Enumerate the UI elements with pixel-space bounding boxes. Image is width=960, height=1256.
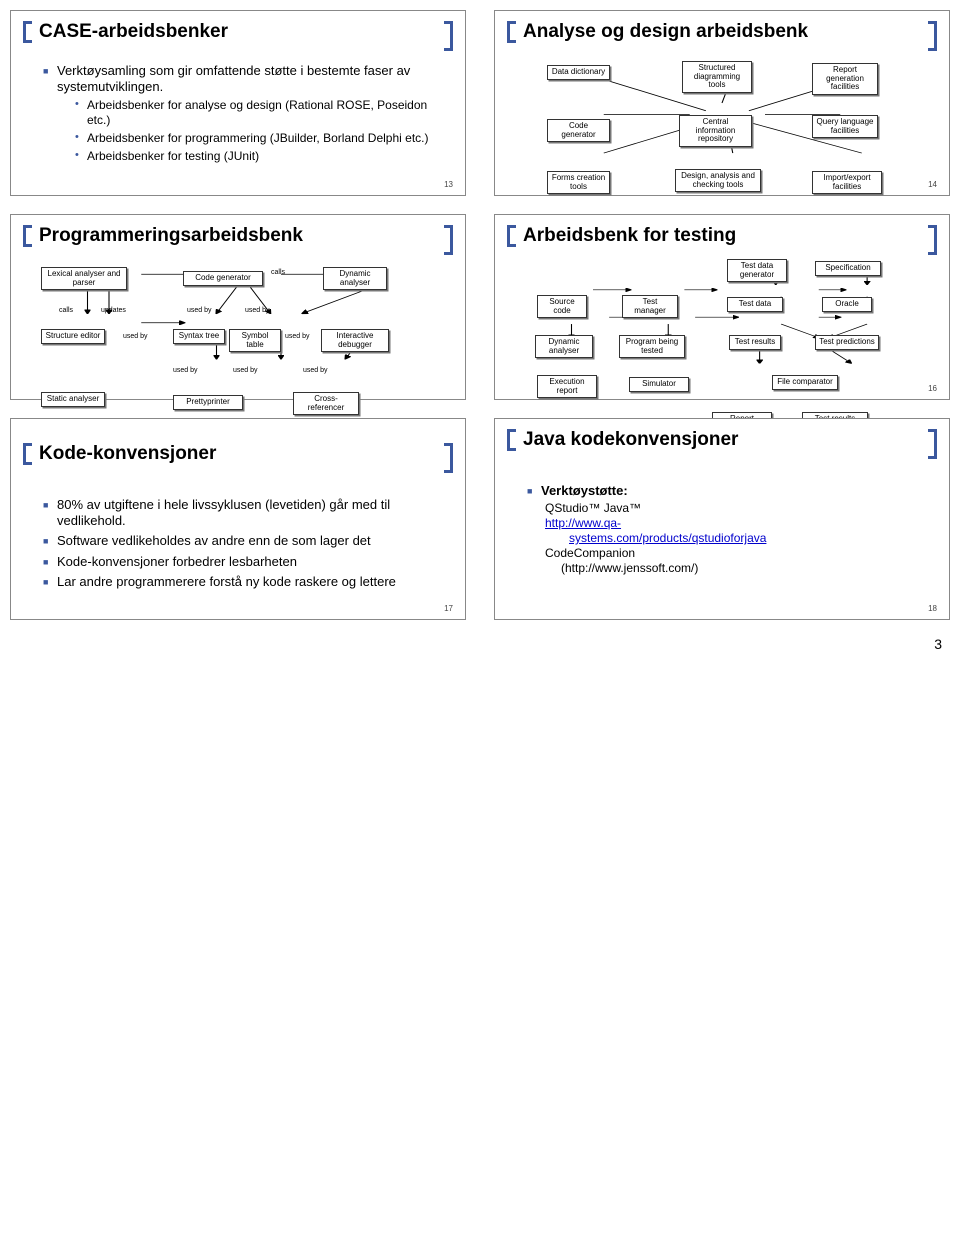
diagram-box: Dynamic analyser <box>323 267 387 291</box>
diagram-box: Structure editor <box>41 329 105 344</box>
diagram-box: Test data <box>727 297 783 312</box>
diagram-box: Source code <box>537 295 587 319</box>
bracket-right-icon <box>927 19 937 53</box>
slide-14: Analyse og design arbeidsbenk Data dicti… <box>494 10 950 196</box>
diagram-box: Query language facilities <box>812 115 878 139</box>
bullet-list: Verktøysamling som gir omfattende støtte… <box>23 59 453 169</box>
bullet-text: Verktøysamling som gir omfattende støtte… <box>57 63 410 94</box>
slide-title: Programmeringsarbeidsbenk <box>39 223 303 249</box>
diagram-box: Program being tested <box>619 335 685 359</box>
bullet-list: 80% av utgiftene i hele livssyklusen (le… <box>23 493 453 594</box>
slide-17: Kode-konvensjoner 80% av utgiftene i hel… <box>10 418 466 620</box>
slide-title: Analyse og design arbeidsbenk <box>523 19 808 45</box>
diagram-box: Static analyser <box>41 392 105 407</box>
tool-line: (http://www.jenssoft.com/) <box>545 561 937 576</box>
diagram-box: Syntax tree <box>173 329 225 344</box>
list-item: Software vedlikeholdes av andre enn de s… <box>43 533 453 549</box>
edge-label: updates <box>101 307 126 314</box>
diagram-programming: Lexical analyser and parser Code generat… <box>23 257 453 393</box>
diagram-box: Test data generator <box>727 259 787 283</box>
slide-number: 13 <box>23 176 453 189</box>
bullet-text: Verktøystøtte: <box>541 483 628 498</box>
edge-label: used by <box>303 367 328 374</box>
bracket-left-icon <box>507 427 517 453</box>
bracket-right-icon <box>443 19 453 53</box>
diagram-analyse: Data dictionary Structured diagramming t… <box>507 53 937 176</box>
diagram-box: Oracle <box>822 297 872 312</box>
slide-18: Java kodekonvensjoner Verktøystøtte: QSt… <box>494 418 950 620</box>
edge-label: used by <box>233 367 258 374</box>
bracket-left-icon <box>23 223 33 249</box>
diagram-box: Code generator <box>547 119 610 143</box>
list-item: Arbeidsbenker for programmering (JBuilde… <box>75 131 453 146</box>
bracket-left-icon <box>507 19 517 45</box>
diagram-box: Import/export facilities <box>812 171 882 195</box>
slide-title: CASE-arbeidsbenker <box>39 19 228 45</box>
bracket-right-icon <box>927 223 937 257</box>
diagram-box: Structured diagramming tools <box>682 61 752 93</box>
diagram-box: Interactive debugger <box>321 329 389 353</box>
diagram-box: Dynamic analyser <box>535 335 593 359</box>
page-number: 3 <box>10 636 950 652</box>
bracket-left-icon <box>507 223 517 249</box>
diagram-box: Test results <box>729 335 781 350</box>
diagram-box: Lexical analyser and parser <box>41 267 127 291</box>
diagram-box: Test predictions <box>815 335 879 350</box>
list-item: Kode-konvensjoner forbedrer lesbarheten <box>43 554 453 570</box>
edge-label: used by <box>173 367 198 374</box>
edge-label: used by <box>187 307 212 314</box>
diagram-box: Execution report <box>537 375 597 399</box>
slide-title: Arbeidsbenk for testing <box>523 223 736 249</box>
bullet-list: Verktøystøtte: QStudio™ Java™ http://www… <box>507 479 937 580</box>
slide-number: 18 <box>507 600 937 613</box>
list-item: Arbeidsbenker for analyse og design (Rat… <box>75 98 453 128</box>
list-item: Verktøysamling som gir omfattende støtte… <box>43 63 453 165</box>
diagram-testing: Test data generator Specification Source… <box>507 257 937 380</box>
diagram-box: Forms creation tools <box>547 171 610 195</box>
bracket-right-icon <box>443 441 453 475</box>
tool-link[interactable]: http://www.qa- <box>545 516 937 531</box>
slide-16: Arbeidsbenk for testing Test data genera… <box>494 214 950 400</box>
edge-label: calls <box>271 269 285 276</box>
bracket-left-icon <box>23 441 33 467</box>
edge-label: used by <box>123 333 148 340</box>
diagram-box: Prettyprinter <box>173 395 243 410</box>
slide-number: 17 <box>23 600 453 613</box>
list-item: Arbeidsbenker for testing (JUnit) <box>75 149 453 164</box>
diagram-box: Symbol table <box>229 329 281 353</box>
diagram-box: Test manager <box>622 295 678 319</box>
bracket-left-icon <box>23 19 33 45</box>
list-item: Verktøystøtte: QStudio™ Java™ http://www… <box>527 483 937 576</box>
diagram-box: Report generation facilities <box>812 63 878 95</box>
diagram-box: Cross- referencer <box>293 392 359 416</box>
bracket-right-icon <box>443 223 453 257</box>
edge-label: used by <box>285 333 310 340</box>
tool-line: CodeCompanion <box>545 546 937 561</box>
slide-title: Kode-konvensjoner <box>39 441 216 467</box>
list-item: Lar andre programmerere forstå ny kode r… <box>43 574 453 590</box>
diagram-box: Central information repository <box>679 115 752 147</box>
slide-15: Programmeringsarbeidsbenk Lexical analys… <box>10 214 466 400</box>
tool-line: QStudio™ Java™ <box>545 501 937 516</box>
bracket-right-icon <box>927 427 937 461</box>
list-item: 80% av utgiftene i hele livssyklusen (le… <box>43 497 453 530</box>
edge-label: used by <box>245 307 270 314</box>
diagram-box: Design, analysis and checking tools <box>675 169 761 193</box>
diagram-box: Specification <box>815 261 881 276</box>
slide-title: Java kodekonvensjoner <box>523 427 738 453</box>
tool-link[interactable]: systems.com/products/qstudioforjava <box>545 531 937 546</box>
diagram-box: File comparator <box>772 375 838 390</box>
diagram-box: Simulator <box>629 377 689 392</box>
edge-label: calls <box>59 307 73 314</box>
slide-grid: CASE-arbeidsbenker Verktøysamling som gi… <box>10 10 950 620</box>
slide-13: CASE-arbeidsbenker Verktøysamling som gi… <box>10 10 466 196</box>
sub-list: Arbeidsbenker for analyse og design (Rat… <box>57 98 453 164</box>
diagram-box: Data dictionary <box>547 65 610 80</box>
diagram-box: Code generator <box>183 271 263 286</box>
